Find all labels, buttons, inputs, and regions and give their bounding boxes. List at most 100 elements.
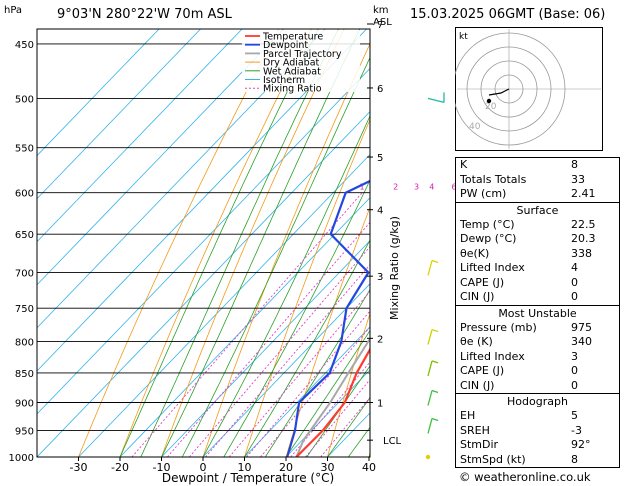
wind-barb — [427, 417, 439, 434]
legend-entry: Temperature — [262, 32, 323, 43]
asl-unit-label: ASL — [373, 17, 392, 28]
hodograph: kt 20 40 — [455, 27, 603, 151]
index-row: Totals Totals 33 — [456, 173, 619, 188]
isotherm-line — [37, 29, 368, 372]
dewpoint-line — [286, 179, 370, 457]
hpa-unit-label: hPa — [4, 5, 23, 16]
index-value: 22.5 — [571, 217, 596, 231]
parcel-line — [295, 336, 370, 457]
index-label: CAPE (J) — [460, 364, 505, 377]
pressure-tick-label: 550 — [15, 144, 34, 155]
index-row: CAPE (J) 0 — [456, 276, 619, 291]
index-label: StmDir — [460, 438, 499, 451]
x-tick-label: 40 — [362, 461, 376, 474]
index-row: StmDir 92° — [456, 438, 619, 453]
most-unstable-section: Most Unstable Pressure (mb) 975 θe (K) 340 L… — [456, 304, 619, 394]
index-label: Lifted Index — [460, 349, 525, 363]
index-row: EH 5 — [456, 409, 619, 424]
isotherm-line — [37, 67, 370, 415]
indices-panel: K 8 Totals Totals 33 PW (cm) 2.41 Surface Tem… — [455, 157, 620, 468]
date-title: 15.03.2025 06GMT (Base: 06) — [410, 7, 606, 22]
isotherm-line — [244, 326, 370, 457]
x-tick-label: 20 — [279, 461, 293, 474]
index-label: Totals Totals — [460, 172, 527, 186]
wet-adiabat-line — [140, 29, 339, 457]
hodograph-ring-label: 40 — [469, 122, 481, 132]
x-tick-label: -20 — [111, 461, 129, 474]
index-value: 338 — [571, 246, 592, 260]
mixing-ratio-line — [167, 221, 370, 457]
index-row: StmSpd (kt) 8 — [456, 453, 619, 468]
index-row: SREH -3 — [456, 424, 619, 439]
x-tick-label: -10 — [153, 461, 171, 474]
x-tick-label: 30 — [321, 461, 335, 474]
isotherm-line — [37, 110, 370, 457]
wind-barb — [427, 328, 439, 345]
index-value: 8 — [571, 158, 578, 171]
isotherm-line — [37, 29, 326, 329]
index-row: Lifted Index 4 — [456, 261, 619, 276]
x-tick-label: -30 — [70, 461, 88, 474]
index-label: CIN (J) — [460, 290, 495, 303]
index-value: 0 — [571, 378, 578, 392]
isotherm-line — [37, 29, 243, 243]
index-row: Dewp (°C) 20.3 — [456, 232, 619, 247]
index-value: 2.41 — [571, 187, 596, 200]
basic-indices: K 8 Totals Totals 33 PW (cm) 2.41 — [456, 158, 619, 202]
wet-adiabat-line — [264, 288, 370, 457]
km-tick-label: 6 — [377, 84, 383, 95]
pressure-tick-label: 600 — [15, 189, 34, 200]
index-value: 0 — [571, 290, 578, 303]
hodograph-section: Hodograph EH 5 SREH -3 StmDir 92° StmSpd (kt) 8 — [456, 393, 619, 467]
legend-entry: Dewpoint — [263, 40, 308, 51]
wind-barbs — [425, 92, 445, 460]
index-label: CIN (J) — [460, 378, 495, 392]
dry-adiabat-line — [327, 312, 370, 457]
surface-title: Surface — [516, 203, 559, 217]
km-unit-label: km — [373, 5, 389, 16]
dry-adiabat-line — [119, 29, 312, 457]
index-label: θe(K) — [460, 246, 490, 260]
index-label: PW (cm) — [460, 187, 507, 200]
footer-credit: © weatheronline.co.uk — [459, 470, 591, 484]
index-value: 0 — [571, 275, 578, 289]
legend-entry: Wet Adiabat — [263, 66, 321, 77]
index-value: 92° — [571, 438, 591, 451]
most-unstable-title: Most Unstable — [498, 306, 577, 320]
pressure-tick-label: 450 — [15, 40, 34, 51]
index-value: 5 — [571, 409, 578, 422]
pressure-tick-label: 900 — [15, 398, 34, 409]
hodograph-title: Hodograph — [507, 395, 568, 408]
km-tick-label: 5 — [377, 153, 383, 164]
mixing-ratio-label: 3 — [414, 183, 419, 192]
wet-adiabat-line — [161, 29, 361, 457]
wet-adiabat-line — [306, 365, 370, 457]
legend-entry: Isotherm — [263, 75, 305, 86]
pressure-tick-label: 950 — [15, 426, 34, 437]
wet-adiabat-line — [181, 56, 370, 457]
isotherm-line — [37, 29, 160, 157]
index-value: 4 — [571, 261, 578, 274]
dry-adiabat-line — [161, 29, 345, 457]
mixing-ratio-line — [260, 326, 370, 457]
axes: 3003504004505005506006507007508008509009… — [9, 20, 402, 474]
mixing-ratio-label: 2 — [393, 183, 398, 192]
index-label: CAPE (J) — [460, 275, 505, 289]
x-tick-label: 0 — [200, 461, 207, 474]
pressure-tick-label: 1000 — [9, 453, 34, 464]
index-value: 20.3 — [571, 232, 596, 245]
index-row: Lifted Index 3 — [456, 350, 619, 365]
index-row: CIN (J) 0 — [456, 290, 619, 305]
surface-section: Surface Temp (°C) 22.5 Dewp (°C) 20.3 θe(K) 3… — [456, 201, 619, 305]
index-label: Dewp (°C) — [460, 232, 517, 245]
legend-entry: Parcel Trajectory — [263, 49, 342, 60]
pressure-tick-label: 650 — [15, 230, 34, 241]
mixing-ratio-label: 4 — [429, 183, 434, 192]
hodograph-ring-label: 20 — [485, 102, 497, 112]
pressure-tick-label: 700 — [15, 268, 34, 279]
index-label: StmSpd (kt) — [460, 452, 526, 466]
index-row: CIN (J) 0 — [456, 379, 619, 394]
isotherm-line — [202, 283, 370, 457]
